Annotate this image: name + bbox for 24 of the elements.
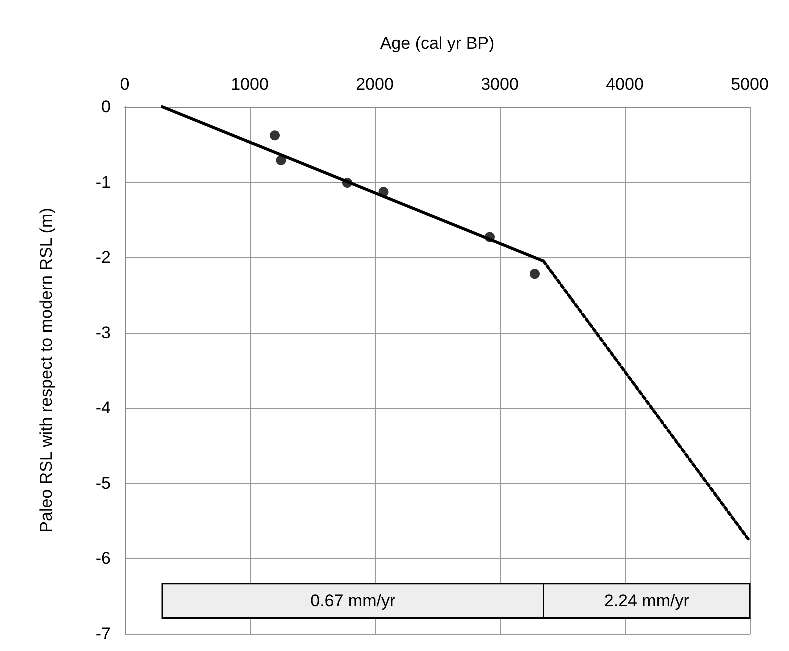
x-tick-label: 2000 (356, 75, 394, 94)
y-axis-title: Paleo RSL with respect to modern RSL (m) (37, 208, 56, 533)
x-tick-label: 1000 (231, 75, 269, 94)
point (485, 232, 495, 242)
y-tick-label: -6 (96, 549, 111, 568)
x-axis-title: Age (cal yr BP) (380, 34, 495, 53)
y-tick-label: -7 (96, 624, 111, 644)
x-tick-label: 4000 (606, 75, 644, 94)
x-tick-label: 5000 (731, 75, 769, 94)
point (378, 187, 389, 198)
y-tick-label: -4 (96, 398, 111, 418)
point (276, 155, 286, 166)
y-tick-label: 0 (102, 98, 111, 116)
point (342, 178, 352, 188)
y-tick-label: -5 (96, 474, 111, 493)
y-tick-label: -2 (96, 248, 111, 268)
point (530, 269, 540, 280)
x-tick-label: 3000 (481, 75, 519, 94)
point (270, 130, 280, 141)
y-tick-label: -3 (96, 323, 111, 342)
band-label: 2.24 mm/yr (604, 592, 690, 611)
y-tick-label: -1 (96, 172, 111, 192)
x-tick-label: 0 (120, 75, 130, 94)
band-label: 0.67 mm/yr (310, 592, 396, 611)
